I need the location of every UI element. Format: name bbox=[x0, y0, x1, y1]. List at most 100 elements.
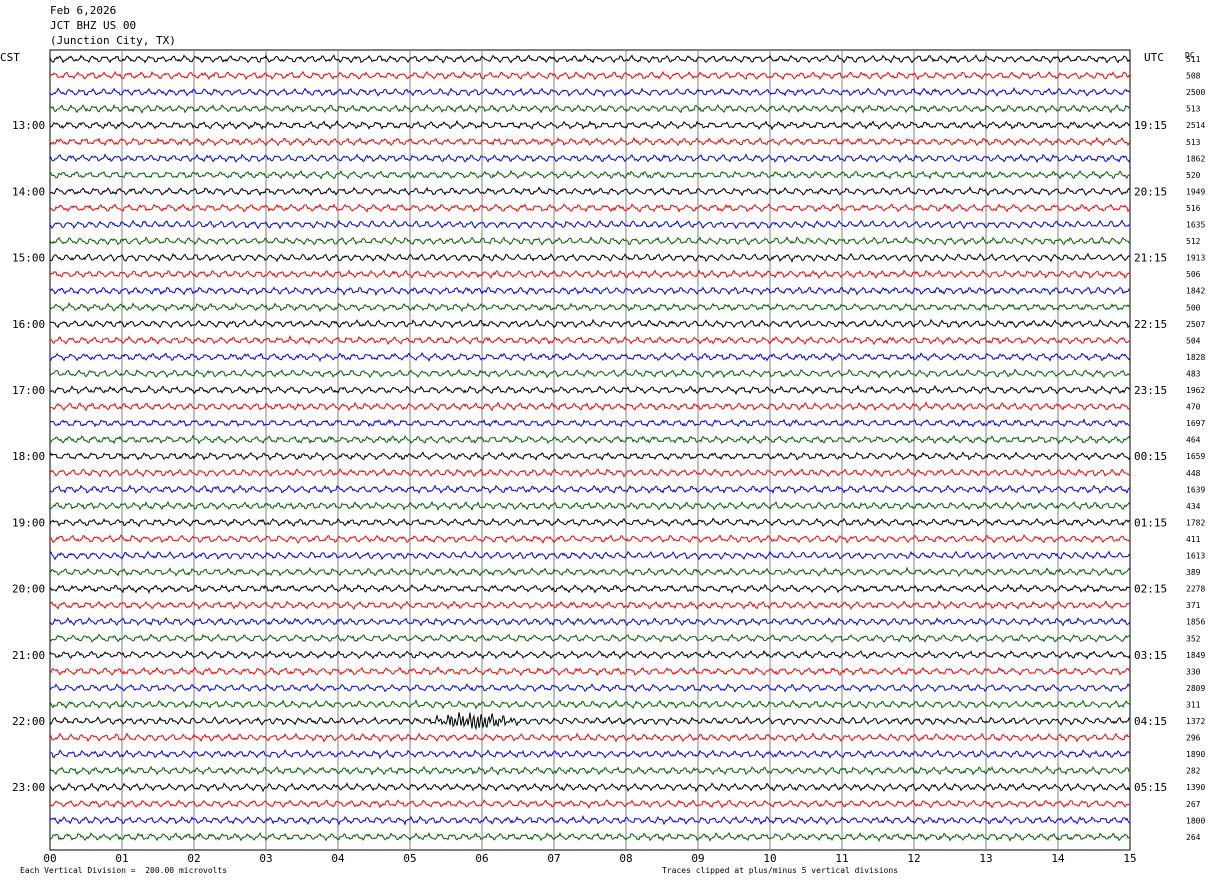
dc-value: 513 bbox=[1186, 105, 1201, 114]
x-tick-label: 15 bbox=[1123, 852, 1136, 865]
dc-value: 483 bbox=[1186, 369, 1201, 378]
dc-value: 1862 bbox=[1186, 154, 1205, 163]
left-hour-label: 17:00 bbox=[12, 384, 45, 397]
left-hour-label: 20:00 bbox=[12, 583, 45, 596]
dc-value: 1390 bbox=[1186, 783, 1205, 792]
dc-value: 330 bbox=[1186, 667, 1201, 676]
header-location: (Junction City, TX) bbox=[50, 34, 176, 47]
footer-scale-note: Each Vertical Division = 200.00 microvol… bbox=[20, 866, 228, 875]
trace-line bbox=[49, 54, 1131, 64]
dc-value: 1372 bbox=[1186, 717, 1205, 726]
dc-value: 520 bbox=[1186, 171, 1201, 180]
trace-line bbox=[49, 384, 1131, 396]
right-zone-label: UTC bbox=[1144, 51, 1164, 64]
trace-line bbox=[49, 712, 1131, 731]
dc-value: 1639 bbox=[1186, 485, 1205, 494]
x-tick-label: 05 bbox=[403, 852, 416, 865]
dc-value: 296 bbox=[1186, 734, 1201, 743]
x-tick-label: 08 bbox=[619, 852, 632, 865]
x-tick-label: 07 bbox=[547, 852, 560, 865]
trace-line bbox=[49, 219, 1131, 230]
dc-value: 2500 bbox=[1186, 88, 1205, 97]
x-tick-label: 00 bbox=[43, 852, 56, 865]
dc-value: 504 bbox=[1186, 336, 1201, 345]
dc-value: 1849 bbox=[1186, 651, 1205, 660]
trace-line bbox=[49, 451, 1131, 462]
plot-frame bbox=[49, 49, 1131, 851]
x-tick-label: 14 bbox=[1051, 852, 1065, 865]
seismogram-plot: CST UTC DC 13:00 14:00 15:00 16:00 17:00 18:00 19… bbox=[0, 49, 1205, 866]
left-hour-label: 18:00 bbox=[12, 450, 45, 463]
trace-line bbox=[49, 185, 1131, 197]
dc-value: 508 bbox=[1186, 72, 1201, 81]
x-tick-label: 10 bbox=[763, 852, 776, 865]
trace-line bbox=[49, 286, 1131, 297]
trace-line bbox=[49, 484, 1131, 495]
header-date: Feb 6,2026 bbox=[50, 4, 117, 17]
trace-line bbox=[49, 418, 1131, 428]
right-hour-label: 00:15 bbox=[1134, 450, 1167, 463]
trace-line bbox=[49, 467, 1131, 478]
trace-line bbox=[49, 633, 1131, 643]
trace-line bbox=[49, 500, 1131, 511]
dc-value: 1800 bbox=[1186, 816, 1205, 825]
trace-line bbox=[49, 252, 1131, 263]
right-hour-label: 23:15 bbox=[1134, 384, 1167, 397]
dc-value: 267 bbox=[1186, 800, 1201, 809]
trace-line bbox=[49, 782, 1131, 793]
dc-value: 511 bbox=[1186, 55, 1201, 64]
dc-value: 1659 bbox=[1186, 452, 1205, 461]
trace-line bbox=[49, 649, 1131, 660]
left-hour-label: 13:00 bbox=[12, 119, 45, 132]
x-tick-label: 02 bbox=[187, 852, 200, 865]
dc-value: 513 bbox=[1186, 138, 1201, 147]
dc-value: 1782 bbox=[1186, 518, 1205, 527]
left-hour-label: 16:00 bbox=[12, 318, 45, 331]
dc-value: 311 bbox=[1186, 700, 1201, 709]
x-tick-label: 11 bbox=[835, 852, 848, 865]
dc-value: 2278 bbox=[1186, 585, 1205, 594]
trace-line bbox=[49, 302, 1131, 313]
dc-value: 2514 bbox=[1186, 121, 1205, 130]
trace-line bbox=[49, 153, 1131, 164]
dc-label: DC bbox=[1185, 51, 1195, 60]
dc-value: 464 bbox=[1186, 436, 1201, 445]
right-hour-label: 22:15 bbox=[1134, 318, 1167, 331]
trace-line bbox=[49, 368, 1131, 379]
left-hour-label: 15:00 bbox=[12, 252, 45, 265]
trace-line bbox=[49, 534, 1131, 545]
dc-value: 516 bbox=[1186, 204, 1201, 213]
left-zone-label: CST bbox=[0, 51, 20, 64]
dc-value: 371 bbox=[1186, 601, 1201, 610]
trace-line bbox=[49, 351, 1131, 363]
x-tick-label: 09 bbox=[691, 852, 704, 865]
trace-line bbox=[49, 119, 1131, 131]
trace-line bbox=[49, 550, 1131, 561]
dc-value: 500 bbox=[1186, 303, 1201, 312]
x-tick-label: 06 bbox=[475, 852, 488, 865]
footer-clip-note: Traces clipped at plus/minus 5 vertical … bbox=[662, 866, 899, 875]
left-hour-label: 14:00 bbox=[12, 185, 45, 198]
left-hour-label: 21:00 bbox=[12, 649, 45, 662]
trace-line bbox=[49, 235, 1131, 246]
trace-line bbox=[49, 765, 1131, 776]
trace-line bbox=[49, 334, 1131, 346]
right-hour-label: 05:15 bbox=[1134, 781, 1167, 794]
right-hour-label: 02:15 bbox=[1134, 583, 1167, 596]
trace-line bbox=[49, 599, 1131, 611]
left-hour-label: 19:00 bbox=[12, 516, 45, 529]
dc-value: 2809 bbox=[1186, 684, 1205, 693]
trace-line bbox=[49, 103, 1131, 114]
dc-value: 1697 bbox=[1186, 419, 1205, 428]
dc-value: 411 bbox=[1186, 535, 1201, 544]
dc-value: 1828 bbox=[1186, 353, 1205, 362]
dc-value: 282 bbox=[1186, 767, 1201, 776]
trace-line bbox=[49, 203, 1131, 213]
trace-line bbox=[49, 136, 1131, 147]
trace-line bbox=[49, 583, 1131, 595]
x-tick-label: 03 bbox=[259, 852, 272, 865]
trace-line bbox=[49, 749, 1131, 760]
trace-line bbox=[49, 666, 1131, 677]
dc-value: 389 bbox=[1186, 568, 1201, 577]
dc-value: 1613 bbox=[1186, 552, 1205, 561]
